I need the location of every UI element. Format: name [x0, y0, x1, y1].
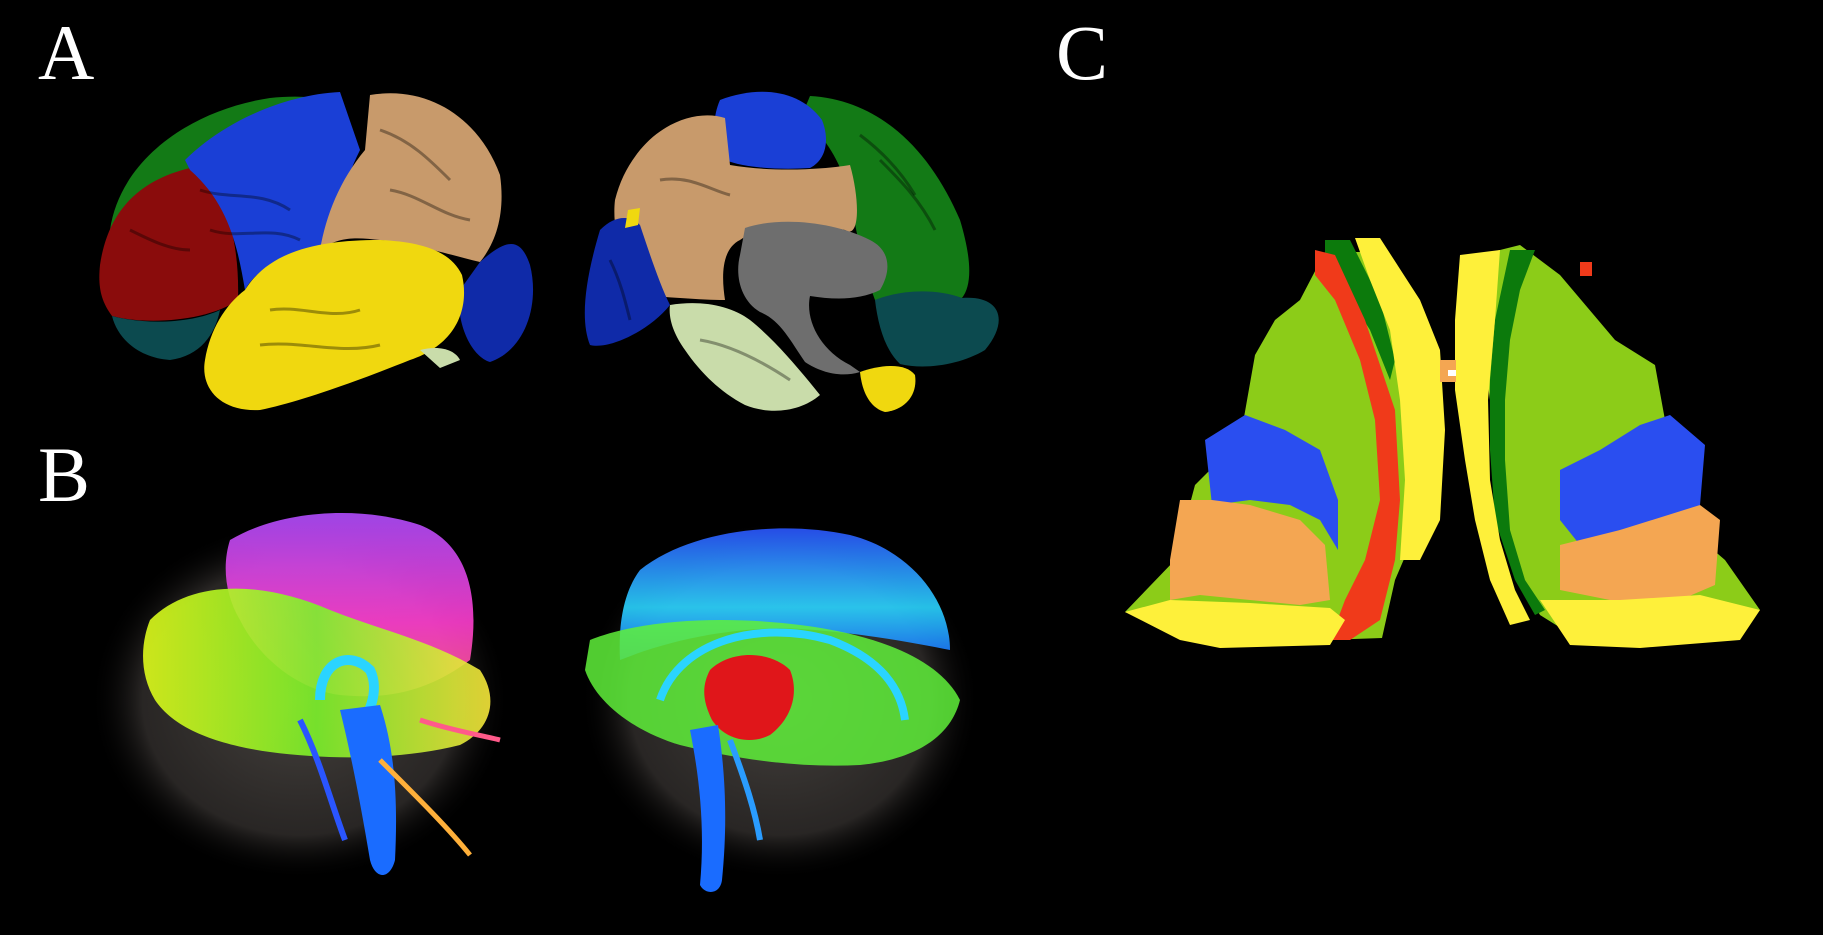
panel-label-a: A — [38, 9, 95, 96]
tractography-lateral-icon — [90, 513, 510, 880]
panel-label-c: C — [1056, 9, 1109, 96]
brain-medial-surface-icon — [584, 91, 999, 412]
cerebellar-atlas-slice-icon — [1125, 238, 1760, 648]
tractography-medial-icon — [580, 520, 980, 892]
brain-lateral-surface-icon — [99, 92, 534, 411]
panel-label-b: B — [38, 431, 91, 518]
